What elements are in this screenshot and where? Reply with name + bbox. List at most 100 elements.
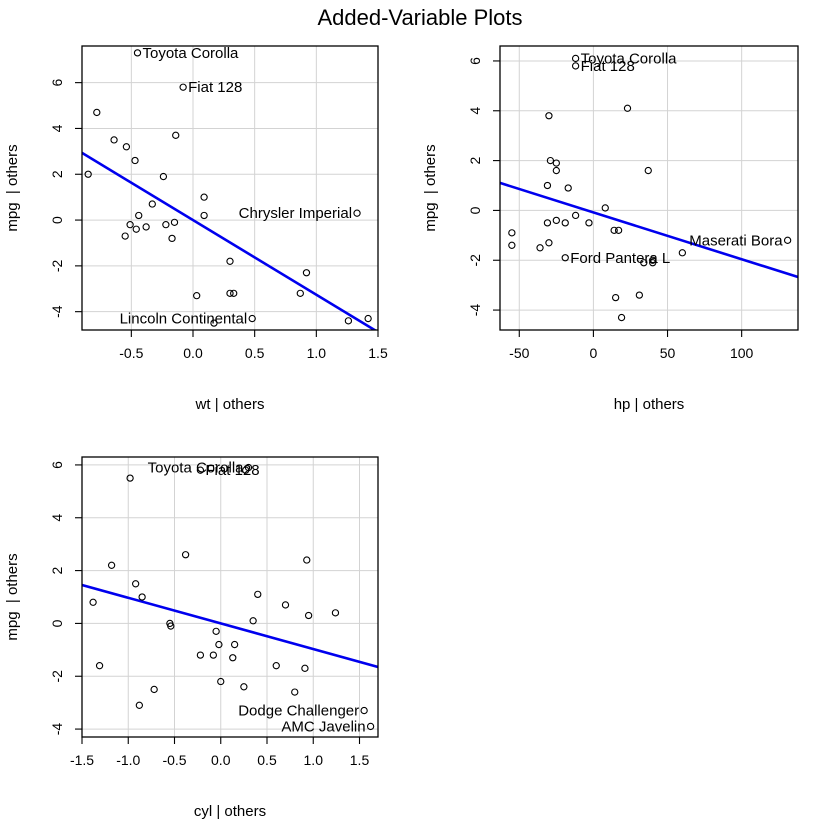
data-point bbox=[545, 112, 553, 120]
point-label: Fiat 128 bbox=[581, 58, 635, 75]
point-label: Fiat 128 bbox=[188, 79, 242, 96]
data-point bbox=[296, 289, 304, 298]
x-tick-label: 1.5 bbox=[368, 345, 388, 361]
y-axis-label: mpg | others bbox=[4, 553, 21, 640]
x-axis-label: hp | others bbox=[614, 396, 685, 413]
data-point bbox=[783, 236, 792, 244]
data-point bbox=[623, 104, 632, 112]
data-point bbox=[552, 216, 560, 225]
point-label: Toyota Corolla bbox=[581, 50, 678, 67]
data-point bbox=[303, 556, 311, 564]
data-point bbox=[93, 108, 101, 117]
data-point bbox=[571, 62, 580, 70]
data-point bbox=[331, 609, 340, 617]
x-axis-label: wt | others bbox=[195, 396, 265, 413]
data-point bbox=[546, 156, 555, 165]
x-axis-label: cyl | others bbox=[194, 803, 266, 820]
x-tick-label: -50 bbox=[509, 345, 529, 361]
point-label: Dodge Challenger bbox=[238, 703, 359, 720]
x-tick-label: -0.5 bbox=[162, 752, 186, 768]
data-point bbox=[678, 249, 687, 257]
y-tick-label: -4 bbox=[49, 723, 65, 736]
data-point bbox=[254, 590, 262, 599]
y-tick-label: -2 bbox=[467, 254, 483, 267]
data-point bbox=[230, 289, 238, 298]
data-point bbox=[126, 220, 134, 229]
y-tick-label: 2 bbox=[467, 156, 483, 164]
data-point bbox=[200, 211, 208, 220]
data-point bbox=[172, 131, 180, 139]
data-point bbox=[131, 156, 139, 165]
data-point bbox=[344, 317, 353, 325]
data-point bbox=[167, 622, 175, 630]
y-tick-label: 0 bbox=[467, 206, 483, 214]
data-point bbox=[212, 627, 220, 635]
point-label: AMC Javelin bbox=[281, 718, 365, 735]
data-point bbox=[200, 193, 208, 201]
x-tick-label: 0.5 bbox=[245, 345, 265, 361]
data-point bbox=[601, 204, 609, 212]
data-point bbox=[126, 474, 134, 482]
y-tick-label: 4 bbox=[49, 124, 65, 132]
y-axis-label: mpg | others bbox=[4, 144, 21, 231]
data-point bbox=[364, 314, 372, 323]
plot-frame bbox=[81, 45, 379, 331]
data-point bbox=[617, 313, 626, 322]
data-point bbox=[640, 259, 648, 267]
data-point bbox=[121, 232, 129, 240]
data-point bbox=[249, 617, 257, 625]
y-tick-label: 2 bbox=[49, 566, 65, 574]
data-point bbox=[649, 256, 657, 264]
point-label: Ford Pantera L bbox=[570, 250, 670, 267]
data-point bbox=[110, 136, 118, 144]
x-tick-label: -1.0 bbox=[116, 752, 140, 768]
data-point bbox=[571, 211, 580, 220]
point-label: Fiat 128 bbox=[205, 462, 259, 479]
point-label: Chrysler Imperial bbox=[239, 205, 352, 222]
x-tick-label: -1.5 bbox=[70, 752, 94, 768]
data-point bbox=[135, 211, 143, 220]
data-point bbox=[122, 143, 131, 151]
data-point bbox=[84, 170, 92, 178]
data-point bbox=[536, 244, 544, 252]
y-tick-label: 4 bbox=[49, 514, 65, 522]
point-label: Maserati Bora bbox=[689, 232, 783, 249]
data-point bbox=[508, 241, 516, 249]
x-tick-label: 0.0 bbox=[183, 345, 203, 361]
data-point bbox=[148, 200, 156, 208]
data-point bbox=[552, 166, 560, 175]
data-point bbox=[132, 225, 140, 233]
data-point bbox=[138, 593, 146, 601]
data-point bbox=[215, 640, 223, 649]
data-point bbox=[230, 640, 239, 649]
data-point bbox=[135, 701, 143, 709]
data-point bbox=[150, 685, 158, 694]
data-point bbox=[196, 466, 205, 474]
data-point bbox=[585, 219, 593, 227]
data-point bbox=[240, 683, 248, 691]
y-tick-label: 6 bbox=[467, 57, 483, 65]
data-point bbox=[95, 662, 104, 670]
point-label: Toyota Corolla bbox=[148, 460, 245, 477]
figure-title: Added-Variable Plots bbox=[317, 5, 522, 30]
data-point bbox=[353, 209, 361, 217]
y-tick-label: 2 bbox=[49, 170, 65, 178]
fit-line bbox=[82, 151, 378, 330]
x-tick-label: 1.0 bbox=[307, 345, 327, 361]
y-tick-label: -2 bbox=[49, 259, 65, 272]
data-point bbox=[248, 314, 256, 323]
data-point bbox=[302, 269, 311, 277]
y-axis-label: mpg | others bbox=[422, 144, 439, 231]
data-point bbox=[142, 223, 150, 231]
x-tick-label: 0 bbox=[590, 345, 598, 361]
plot-frame bbox=[499, 45, 799, 331]
data-point bbox=[242, 466, 250, 474]
x-tick-label: 100 bbox=[730, 345, 754, 361]
data-point bbox=[131, 580, 140, 588]
y-tick-label: 4 bbox=[467, 107, 483, 115]
data-point bbox=[543, 219, 552, 227]
y-tick-label: -2 bbox=[49, 670, 65, 683]
data-point bbox=[545, 239, 553, 247]
